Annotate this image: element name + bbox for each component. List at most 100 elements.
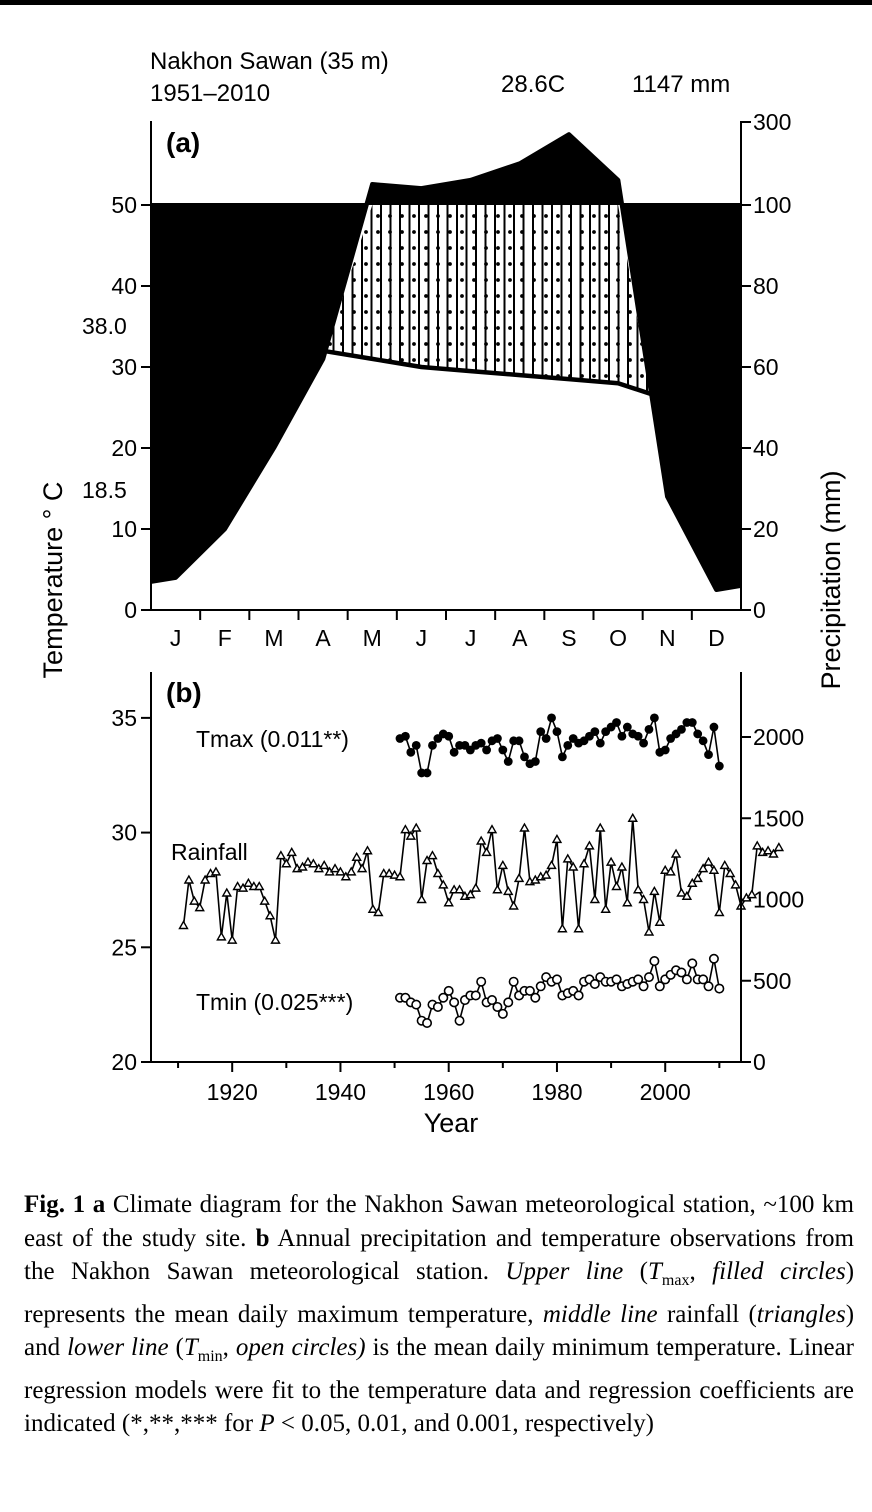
tmin-point bbox=[476, 976, 487, 987]
rainfall-point bbox=[627, 812, 638, 822]
rainfall-point bbox=[221, 887, 232, 897]
right-y-tick-label: 2000 bbox=[753, 724, 804, 750]
rainfall-point bbox=[703, 856, 714, 866]
tmax-point bbox=[677, 724, 686, 734]
rainfall-point bbox=[600, 903, 611, 913]
temperature-tick-label: 20 bbox=[111, 435, 137, 461]
rainfall-point bbox=[762, 845, 774, 855]
tmin-point bbox=[643, 972, 654, 983]
rainfall-point bbox=[546, 859, 557, 870]
rainfall-point bbox=[427, 850, 438, 860]
tmax-point bbox=[493, 734, 502, 743]
tmin-point bbox=[698, 974, 709, 985]
rainfall-point bbox=[692, 872, 703, 883]
rainfall-point bbox=[724, 868, 736, 878]
tmax-point bbox=[422, 768, 432, 778]
rainfall-point bbox=[194, 902, 205, 912]
tmin-point bbox=[714, 983, 725, 994]
rainfall-point bbox=[421, 855, 433, 865]
rainfall-point bbox=[394, 871, 406, 881]
caption-a-label: a bbox=[92, 1191, 106, 1218]
left-y-tick-label: 20 bbox=[111, 1049, 137, 1075]
tmax-point bbox=[639, 738, 648, 748]
month-label: N bbox=[659, 625, 676, 651]
rainfall-point bbox=[584, 840, 595, 850]
tmin-point bbox=[487, 995, 498, 1006]
rainfall-point bbox=[443, 897, 454, 907]
rainfall-point bbox=[497, 859, 509, 870]
rainfall-point bbox=[611, 881, 622, 891]
rainfall-point bbox=[605, 856, 617, 866]
tmin-point bbox=[681, 974, 692, 985]
panel-a-axes: 0 10 20 30 40 50 0 20 40 60 80 100 300 J F M A M J J A S O N D bbox=[111, 109, 791, 651]
precipitation-tick-label: 60 bbox=[753, 354, 779, 380]
tmax-point bbox=[428, 741, 437, 750]
x-tick-label: 1940 bbox=[315, 1079, 366, 1105]
tmax-point bbox=[622, 722, 632, 732]
rainfall-point bbox=[503, 885, 514, 896]
panel-b-axes: 20 25 30 35 0 500 1000 1500 2000 1920 1940 1960 1980… bbox=[111, 705, 804, 1105]
rainfall-point bbox=[665, 866, 676, 876]
tmax-point bbox=[693, 729, 703, 739]
x-axis-label: Year bbox=[424, 1108, 479, 1138]
tmax-point bbox=[530, 757, 540, 766]
tmax-point bbox=[449, 747, 459, 757]
tmin-point bbox=[422, 1017, 433, 1028]
rainfall-point bbox=[714, 907, 725, 917]
station-period: 1951–2010 bbox=[150, 80, 270, 107]
tmin-point bbox=[649, 956, 660, 967]
rainfall-point bbox=[329, 863, 341, 873]
rainfall-point bbox=[259, 895, 270, 905]
tmin-point bbox=[611, 974, 622, 985]
rainfall-point bbox=[773, 842, 785, 852]
tmin-point bbox=[638, 981, 649, 992]
rainfall-point bbox=[275, 850, 287, 860]
rainfall-point bbox=[719, 859, 730, 870]
rainfall-point bbox=[638, 894, 649, 904]
rainfall-point bbox=[567, 861, 579, 871]
rainfall-point bbox=[178, 920, 189, 930]
rainfall-point bbox=[746, 889, 758, 899]
top-rule bbox=[0, 0, 872, 5]
tmin-point bbox=[530, 992, 541, 1003]
caption-tmax-sub: max bbox=[661, 1272, 690, 1289]
tmin-point bbox=[449, 997, 460, 1008]
rainfall-point bbox=[654, 916, 666, 926]
tmax-point bbox=[649, 713, 659, 723]
rainfall-point bbox=[557, 923, 568, 933]
rainfall-point bbox=[411, 822, 422, 832]
caption-fig-label: Fig. 1 bbox=[24, 1191, 86, 1218]
precipitation-tick-label: 40 bbox=[753, 435, 779, 461]
right-y-tick-label: 1000 bbox=[753, 887, 804, 913]
precipitation-axis-label: Precipitation (mm) bbox=[816, 470, 846, 689]
panel-b-series bbox=[178, 713, 785, 1028]
rainfall-point bbox=[216, 931, 227, 941]
tmin-point bbox=[470, 990, 481, 1001]
tmax-point bbox=[714, 761, 724, 771]
month-label: F bbox=[218, 625, 232, 651]
rainfall-point bbox=[237, 882, 249, 892]
climate-lines bbox=[150, 132, 742, 593]
tmax-point bbox=[617, 731, 627, 741]
rainfall-point bbox=[676, 887, 687, 897]
precipitation-tick-label: 300 bbox=[753, 109, 791, 135]
tmax-point bbox=[557, 752, 567, 762]
tmin-point bbox=[492, 1001, 503, 1012]
caption-a-text: Climate diagram for the Nakhon Sawan met… bbox=[24, 1191, 854, 1252]
rainfall-point bbox=[573, 923, 584, 933]
tmax-point bbox=[514, 736, 524, 746]
rainfall-point bbox=[454, 884, 465, 894]
month-label: J bbox=[170, 625, 182, 651]
rainfall-point bbox=[340, 871, 352, 881]
caption-tmin-symbol: T bbox=[183, 1334, 198, 1361]
temperature-tick-label: 10 bbox=[111, 516, 137, 542]
left-y-tick-label: 25 bbox=[111, 934, 137, 960]
tmax-point bbox=[536, 727, 546, 737]
rainfall-point bbox=[356, 863, 368, 873]
rainfall-point bbox=[281, 858, 292, 868]
rainfall-point bbox=[697, 863, 709, 873]
temperature-axis-label: Temperature ° C bbox=[38, 482, 68, 679]
right-y-tick-label: 1500 bbox=[753, 805, 804, 831]
rainfall-point bbox=[199, 874, 211, 884]
right-y-tick-label: 0 bbox=[753, 1049, 766, 1075]
